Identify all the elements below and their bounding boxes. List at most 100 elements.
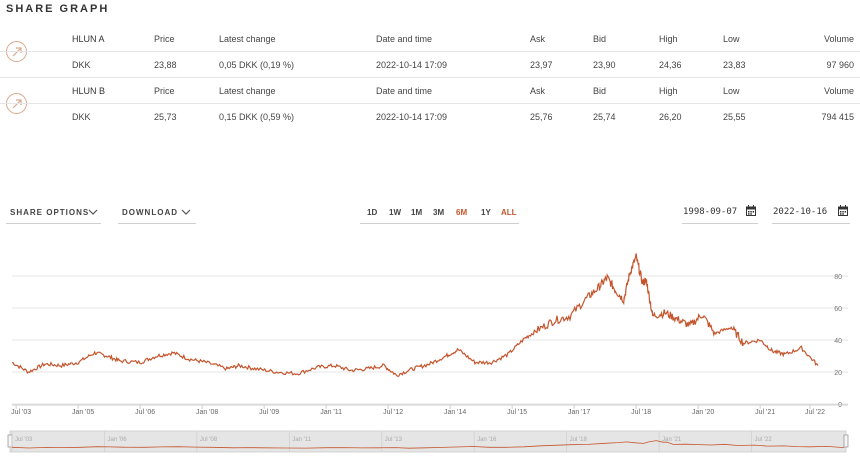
price-value: 23,88 [154,60,177,70]
share-name: HLUN A [72,34,105,44]
latest-change-value: 0,15 DKK (0,59 %) [219,112,295,122]
ask-value: 25,76 [530,112,553,122]
x-tick-label: Jul '09 [259,409,279,416]
x-tick-label: Jan '14 [444,409,466,416]
navigator-tick-label: Jan '21 [662,437,682,443]
header-ask: Ask [530,34,546,44]
x-tick-label: Jan '17 [568,409,590,416]
quote-block-a: HLUN A Price Latest change Date and time… [0,26,860,78]
share-name: HLUN B [72,86,106,96]
navigator-tick-label: Jan '11 [292,437,311,443]
quote-block-b: HLUN B Price Latest change Date and time… [0,78,860,130]
header-price: Price [154,34,175,44]
x-tick-label: Jan '11 [320,409,342,416]
volume-value: 794 415 [821,112,854,122]
header-high: High [659,34,678,44]
x-tick-label: Jul '21 [755,409,775,416]
ask-value: 23,97 [530,60,553,70]
date-to-field[interactable]: 2022-10-16 [772,202,850,224]
y-tick-label: 60 [834,306,842,313]
share-options-dropdown[interactable]: SHARE OPTIONS [6,202,101,224]
currency: DKK [72,60,91,70]
navigator-left-handle[interactable] [7,434,13,448]
volume-value: 97 960 [826,60,854,70]
header-high: High [659,86,678,96]
x-tick-label: Jul '12 [383,409,403,416]
header-bid: Bid [593,34,607,44]
y-tick-label: 20 [834,370,842,377]
bid-value: 25,74 [593,112,616,122]
date-from-value: 1998-09-07 [683,207,738,217]
navigator-tick-label: Jul '22 [755,437,773,443]
x-tick-label: Jan '05 [72,409,94,416]
navigator-track[interactable] [9,430,847,453]
navigator-right-handle[interactable] [843,434,849,448]
date-time-value: 2022-10-14 17:09 [376,60,448,70]
period-1d[interactable]: 1D [367,208,378,217]
quote-value-row: DKK 23,88 0,05 DKK (0,19 %) 2022-10-14 1… [0,52,860,78]
navigator-tick-label: Jul '03 [15,437,33,443]
period-6m[interactable]: 6M [456,208,468,217]
navigator-tick-label: Jan '16 [477,437,497,443]
currency: DKK [72,112,91,122]
low-value: 25,55 [723,112,746,122]
x-tick-label: Jan '08 [196,409,218,416]
navigator-line [11,440,845,449]
header-date-time: Date and time [376,86,433,96]
chevron-down-icon [88,209,98,215]
header-price: Price [154,86,175,96]
quote-header-row: HLUN A Price Latest change Date and time… [0,26,860,52]
period-1y[interactable]: 1Y [481,208,491,217]
download-label: DOWNLOAD [122,208,178,217]
x-tick-label: Jan '20 [692,409,714,416]
date-time-value: 2022-10-14 17:09 [376,112,448,122]
header-volume: Volume [823,34,854,44]
header-low: Low [723,86,740,96]
period-1m[interactable]: 1M [411,208,423,217]
download-dropdown[interactable]: DOWNLOAD [118,202,196,224]
share-options-label: SHARE OPTIONS [10,208,90,217]
header-bid: Bid [593,86,607,96]
x-tick-label: Jul '22 [805,409,825,416]
y-tick-label: 80 [834,274,842,281]
latest-change-value: 0,05 DKK (0,19 %) [219,60,295,70]
high-value: 24,36 [659,60,682,70]
navigator-tick-label: Jan '06 [107,437,127,443]
header-volume: Volume [823,86,854,96]
quote-table: HLUN A Price Latest change Date and time… [0,26,860,130]
quote-value-row: DKK 25,73 0,15 DKK (0,59 %) 2022-10-14 1… [0,104,860,130]
x-tick-label: Jul '18 [631,409,651,416]
page-title: SHARE GRAPH [6,3,110,15]
calendar-icon[interactable] [746,205,756,216]
x-tick-label: Jul '03 [11,409,31,416]
period-all[interactable]: ALL [501,208,517,217]
navigator-tick-label: Jul '13 [385,437,403,443]
calendar-icon[interactable] [838,205,848,216]
range-navigator[interactable]: Jul '03 Jan '06 Jul '08 Jan '11 Jul '13 Jan '… [7,430,849,453]
quote-header-row: HLUN B Price Latest change Date and time… [0,78,860,104]
x-tick-label: Jul '06 [135,409,155,416]
bid-value: 23,90 [593,60,616,70]
chart-toolbar: SHARE OPTIONS DOWNLOAD 1D 1W 1M 3M 6M 1Y… [0,202,860,224]
y-tick-label: 40 [834,338,842,345]
period-3m[interactable]: 3M [433,208,445,217]
high-value: 26,20 [659,112,682,122]
period-selector: 1D 1W 1M 3M 6M 1Y ALL [360,202,519,224]
chevron-down-icon [181,209,191,215]
header-latest-change: Latest change [219,34,276,44]
header-low: Low [723,34,740,44]
period-1w[interactable]: 1W [389,208,401,217]
price-value: 25,73 [154,112,177,122]
navigator-tick-label: Jul '18 [570,437,588,443]
x-tick-label: Jul '15 [507,409,527,416]
price-line-hlun-b [11,253,819,377]
date-to-value: 2022-10-16 [773,207,828,217]
date-from-field[interactable]: 1998-09-07 [682,202,758,224]
header-ask: Ask [530,86,546,96]
navigator-tick-label: Jul '08 [200,437,218,443]
low-value: 23,83 [723,60,746,70]
header-latest-change: Latest change [219,86,276,96]
header-date-time: Date and time [376,34,433,44]
